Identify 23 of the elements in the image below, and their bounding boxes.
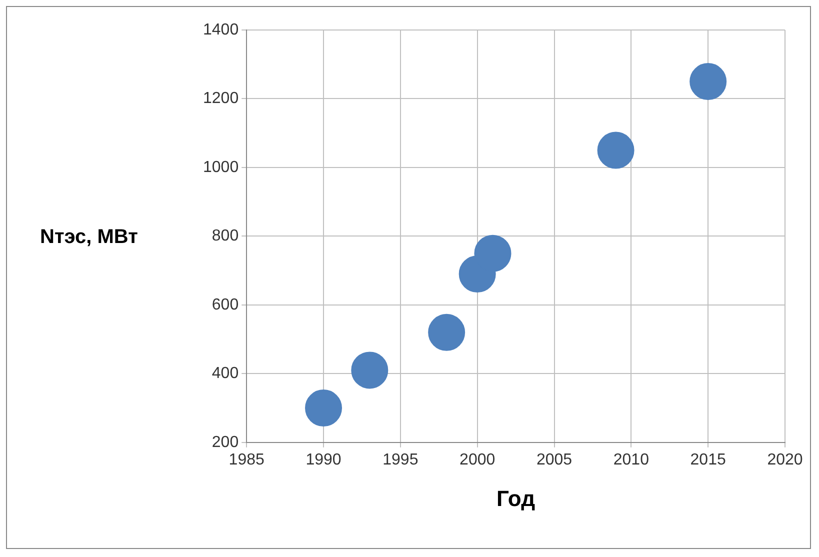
y-tick-label: 800 (212, 228, 239, 245)
x-tick-label: 2020 (767, 451, 803, 468)
point (597, 132, 634, 169)
x-tick-label: 2010 (613, 451, 650, 468)
x-tick-label: 1995 (382, 451, 418, 468)
point (428, 314, 466, 351)
x-tick-label: 1990 (306, 451, 342, 468)
point (305, 390, 342, 427)
x-tick-label: 2005 (536, 451, 572, 468)
y-tick-label: 400 (212, 365, 239, 382)
y-tick-label: 1000 (203, 158, 239, 176)
y-tick-label: 1200 (203, 90, 239, 108)
point (474, 234, 512, 272)
point (351, 352, 388, 389)
point (690, 63, 727, 100)
y-tick-label: 600 (212, 296, 239, 314)
x-tick-label: 2015 (690, 451, 726, 468)
y-tick-label: 200 (212, 434, 239, 451)
x-tick-label: 2000 (460, 451, 496, 468)
x-axis-title: Год (496, 486, 536, 511)
y-axis-title: Nтэс, МВт (40, 226, 138, 249)
y-tick-label: 1400 (203, 21, 239, 38)
x-tick-label: 1985 (228, 451, 264, 468)
